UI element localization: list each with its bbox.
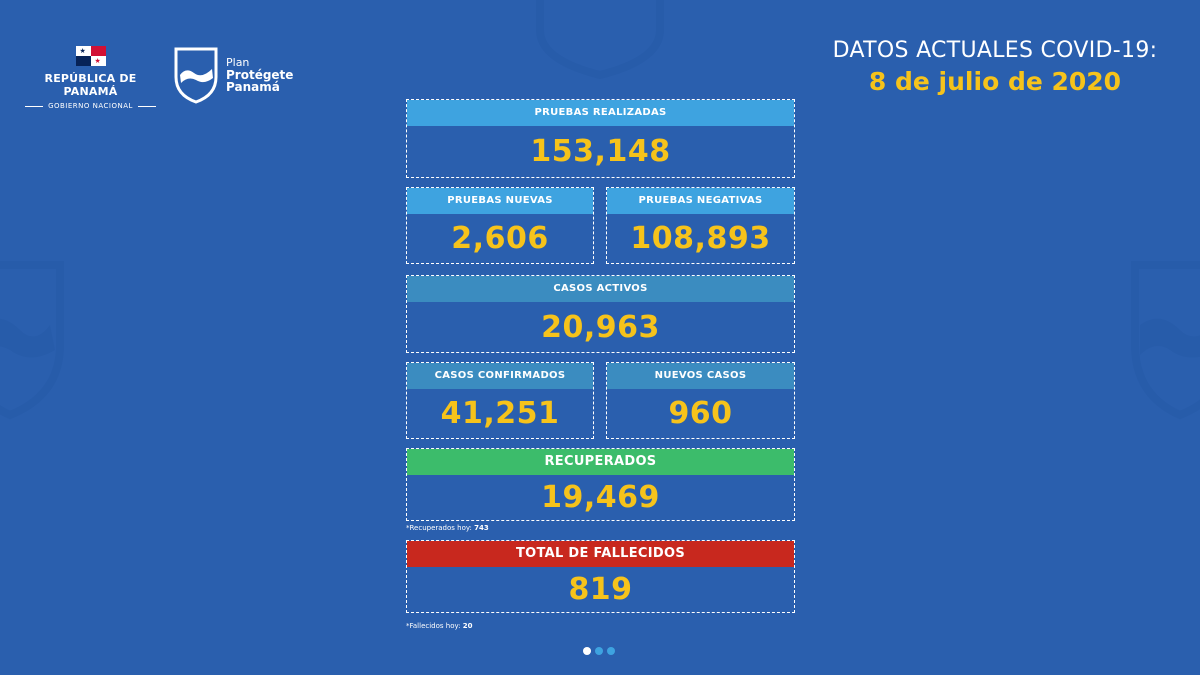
page-header: DATOS ACTUALES COVID-19: 8 de julio de 2… (830, 38, 1160, 96)
note-value: 20 (462, 622, 473, 630)
panel-label: PRUEBAS NEGATIVAS (607, 188, 794, 214)
note-label: *Fallecidos hoy: (406, 622, 463, 630)
panel-label: CASOS ACTIVOS (407, 276, 794, 302)
note-value: 743 (474, 524, 489, 532)
panel-fallecidos: TOTAL DE FALLECIDOS 819 (406, 540, 795, 613)
government-subtitle: GOBIERNO NACIONAL (18, 102, 163, 110)
panel-value: 153,148 (530, 134, 671, 169)
panel-value: 819 (568, 572, 633, 607)
government-label: GOBIERNO NACIONAL (48, 102, 133, 110)
republic-logo: ★ ★ REPÚBLICA DE PANAMÁ GOBIERNO NACIONAL (18, 46, 163, 110)
background-shield-icon (0, 261, 64, 420)
plan-logo: Plan Protégete Panamá (172, 44, 293, 106)
page-title: DATOS ACTUALES COVID-19: (832, 38, 1158, 63)
panel-label: TOTAL DE FALLECIDOS (407, 541, 794, 567)
plan-name-line1: Protégete (226, 68, 294, 82)
republic-title: REPÚBLICA DE PANAMÁ (44, 72, 137, 98)
panel-value: 41,251 (440, 396, 560, 431)
note-label: *Recuperados hoy: (406, 524, 475, 532)
panama-flag-icon: ★ ★ (75, 46, 106, 66)
pagination-dot-1[interactable] (583, 647, 591, 655)
panel-value: 960 (668, 396, 733, 431)
panel-label: NUEVOS CASOS (607, 363, 794, 389)
fallecidos-note: *Fallecidos hoy: 20 (406, 622, 472, 630)
panel-casos-confirmados: CASOS CONFIRMADOS 41,251 (406, 362, 594, 439)
panel-value: 20,963 (541, 310, 660, 345)
pagination-dots (583, 647, 615, 655)
report-date: 8 de julio de 2020 (868, 67, 1122, 96)
panel-label: RECUPERADOS (407, 449, 794, 475)
panel-value: 19,469 (541, 480, 660, 515)
panel-pruebas-nuevas: PRUEBAS NUEVAS 2,606 (406, 187, 594, 264)
panel-casos-activos: CASOS ACTIVOS 20,963 (406, 275, 795, 353)
panel-pruebas-realizadas: PRUEBAS REALIZADAS 153,148 (406, 99, 795, 178)
pagination-dot-3[interactable] (607, 647, 615, 655)
panel-nuevos-casos: NUEVOS CASOS 960 (606, 362, 795, 439)
panel-value: 2,606 (451, 221, 549, 256)
background-shield-icon (1131, 261, 1200, 420)
panel-recuperados: RECUPERADOS 19,469 (406, 448, 795, 521)
plan-name-line2: Panamá (226, 80, 280, 94)
pagination-dot-2[interactable] (595, 647, 603, 655)
background-shield-icon (536, 0, 664, 80)
recuperados-note: *Recuperados hoy: 743 (406, 524, 489, 532)
panel-label: PRUEBAS NUEVAS (407, 188, 593, 214)
panel-pruebas-negativas: PRUEBAS NEGATIVAS 108,893 (606, 187, 795, 264)
panel-value: 108,893 (630, 221, 771, 256)
panel-label: CASOS CONFIRMADOS (407, 363, 593, 389)
panel-label: PRUEBAS REALIZADAS (407, 100, 794, 126)
plan-label: Plan (226, 56, 250, 69)
shield-map-icon (174, 47, 218, 104)
